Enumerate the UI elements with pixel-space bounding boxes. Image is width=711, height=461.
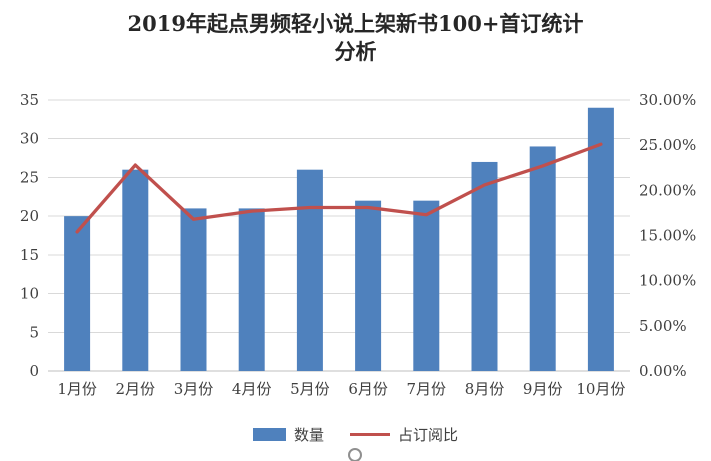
- x-tick-label: 3月份: [174, 380, 214, 398]
- right-tick-label: 25.00%: [639, 136, 696, 154]
- bar-6月份[interactable]: [355, 200, 382, 371]
- x-tick-label: 5月份: [290, 380, 330, 398]
- chart-title: 2019年起点男频轻小说上架新书100+首订统计 分析: [0, 10, 711, 67]
- left-tick-label: 30: [20, 130, 39, 148]
- bar-2月份[interactable]: [122, 169, 149, 371]
- bar-9月份[interactable]: [529, 146, 556, 371]
- chart-legend: 数量 占订阅比: [0, 424, 711, 445]
- ratio-line[interactable]: [75, 142, 603, 234]
- left-tick-label: 10: [20, 285, 39, 303]
- right-tick-label: 5.00%: [639, 317, 687, 335]
- right-axis-labels: 0.00% 5.00% 10.00% 15.00% 20.00% 25.00% 30.00%: [639, 91, 696, 380]
- bar-series: [64, 107, 614, 371]
- bullet-dot: [348, 448, 362, 461]
- x-axis-labels: 1月份 2月份 3月份 4月份 5月份 6月份 7月份 8月份 9月份 10月份: [57, 380, 625, 398]
- left-tick-label: 35: [20, 91, 39, 109]
- left-tick-label: 20: [20, 207, 39, 225]
- bar-7月份[interactable]: [413, 200, 440, 371]
- x-tick-label: 6月份: [348, 380, 388, 398]
- right-tick-label: 0.00%: [639, 362, 687, 380]
- left-tick-label: 5: [29, 323, 39, 341]
- legend-line-swatch: [350, 433, 390, 436]
- legend-bar-swatch: [252, 428, 286, 441]
- bar-3月份[interactable]: [180, 208, 207, 371]
- x-tick-label: 9月份: [523, 380, 563, 398]
- bar-5月份[interactable]: [296, 169, 323, 371]
- right-tick-label: 20.00%: [639, 181, 696, 199]
- bar-1月份[interactable]: [64, 216, 91, 371]
- right-tick-label: 30.00%: [639, 91, 696, 109]
- left-tick-label: 15: [20, 246, 39, 264]
- left-tick-label: 0: [29, 362, 39, 380]
- x-tick-label: 8月份: [465, 380, 505, 398]
- x-tick-label: 7月份: [407, 380, 447, 398]
- left-axis-labels: 0 5 10 15 20 25 30 35: [20, 91, 39, 380]
- bar-8月份[interactable]: [471, 161, 498, 371]
- bar-10月份[interactable]: [587, 107, 614, 371]
- chart-title-line2: 分析: [334, 39, 377, 65]
- left-tick-label: 25: [20, 168, 39, 186]
- legend-item-ratio[interactable]: 占订阅比: [350, 424, 458, 445]
- x-tick-label: 1月份: [57, 380, 97, 398]
- legend-line-label: 占订阅比: [398, 426, 459, 444]
- x-tick-label: 4月份: [232, 380, 272, 398]
- chart-title-line1: 2019年起点男频轻小说上架新书100+首订统计: [127, 11, 584, 36]
- legend-bar-label: 数量: [293, 426, 324, 444]
- right-tick-label: 10.00%: [639, 272, 696, 290]
- right-tick-label: 15.00%: [639, 227, 696, 245]
- x-tick-label: 2月份: [116, 380, 156, 398]
- legend-item-quantity[interactable]: 数量: [252, 424, 324, 445]
- bar-4月份[interactable]: [238, 208, 265, 371]
- line-series: [75, 142, 603, 234]
- x-tick-label: 10月份: [576, 380, 625, 398]
